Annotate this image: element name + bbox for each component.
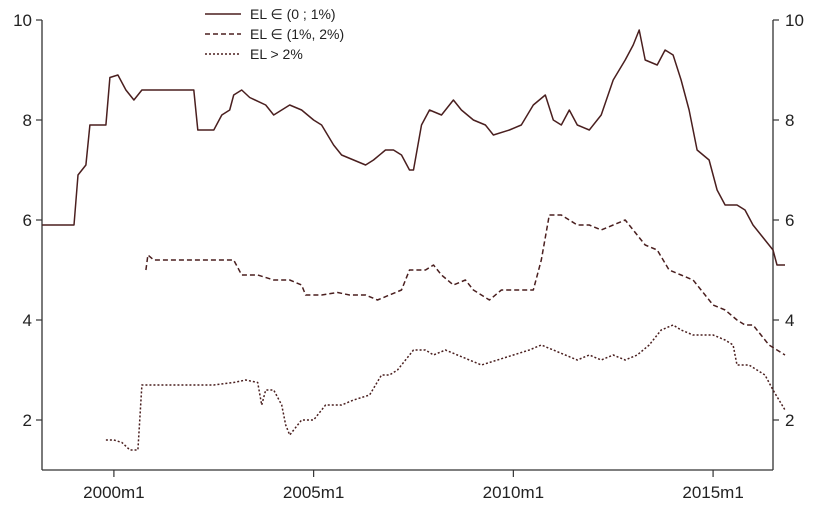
series-layer — [42, 29, 786, 451]
legend: EL ∈ (0 ; 1%) EL ∈ (1%, 2%) EL > 2% — [205, 6, 344, 62]
legend-label-1: EL ∈ (0 ; 1%) — [250, 6, 336, 22]
y-tick-label-left: 10 — [13, 11, 32, 30]
legend-label-3: EL > 2% — [250, 46, 303, 62]
x-tick-label: 2010m1 — [483, 483, 544, 502]
y-tick-label-left: 8 — [23, 111, 32, 130]
y-tick-label-right: 8 — [785, 111, 794, 130]
x-tick-label: 2005m1 — [283, 483, 344, 502]
x-tick-label: 2000m1 — [83, 483, 144, 502]
y-tick-label-left: 2 — [23, 411, 32, 430]
y-tick-label-left: 6 — [23, 211, 32, 230]
y-tick-label-right: 10 — [785, 11, 804, 30]
legend-label-2: EL ∈ (1%, 2%) — [250, 26, 344, 42]
series-line-3 — [105, 324, 786, 451]
axes: 2 2 4 4 6 6 8 8 10 10 2000m1 2005m1 2010m1 2015m1 — [13, 11, 804, 502]
y-tick-label-right: 6 — [785, 211, 794, 230]
x-tick-label: 2015m1 — [682, 483, 743, 502]
y-tick-label-right: 4 — [785, 311, 794, 330]
series-line-1 — [42, 29, 785, 266]
y-tick-label-left: 4 — [23, 311, 32, 330]
y-tick-label-right: 2 — [785, 411, 794, 430]
series-line-2 — [145, 214, 786, 356]
